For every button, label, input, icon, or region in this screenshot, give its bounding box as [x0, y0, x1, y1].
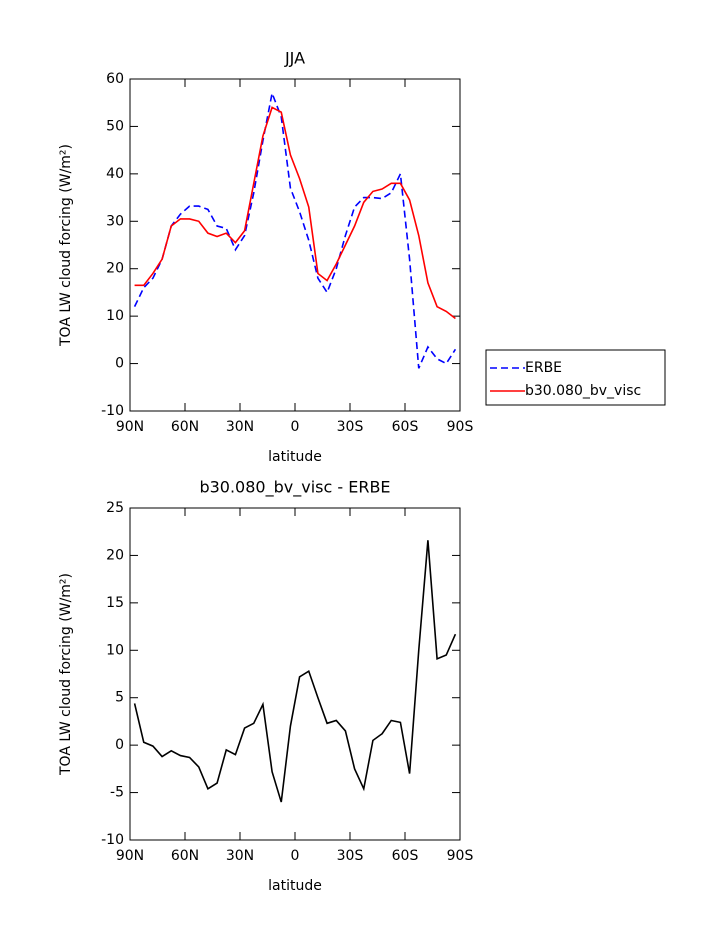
- series-line: [134, 106, 456, 320]
- x-tick-label: 90N: [116, 419, 144, 435]
- chart-title: b30.080_bv_visc - ERBE: [199, 478, 390, 498]
- x-tick-label: 0: [291, 848, 300, 864]
- y-tick-label: 0: [115, 737, 124, 753]
- legend-box: [485, 349, 666, 406]
- x-tick-label: 60N: [171, 848, 199, 864]
- x-tick-label: 60N: [171, 419, 199, 435]
- legend: ERBE b30.080_bv_visc: [485, 349, 666, 406]
- y-tick-label: 60: [106, 71, 124, 87]
- y-tick-label: -10: [101, 832, 124, 848]
- series-line: [133, 90, 457, 369]
- y-tick-label: 5: [115, 690, 124, 706]
- y-axis-label: TOA LW cloud forcing (W/m²): [58, 573, 74, 776]
- y-tick-label: 25: [106, 500, 124, 516]
- x-tick-label: 60S: [392, 848, 419, 864]
- y-tick-label: 40: [106, 166, 124, 182]
- y-axis-label: TOA LW cloud forcing (W/m²): [58, 144, 74, 347]
- x-tick-label: 90S: [447, 848, 474, 864]
- y-tick-label: 50: [106, 118, 124, 134]
- plot: 90N 60N 30N 0 30S 60S 90S -10 0 10 20 30 40 50 60 JJA la…: [58, 49, 666, 465]
- y-tick-label: -5: [110, 785, 124, 801]
- y-tick-label: -10: [101, 403, 124, 419]
- x-tick-label: 90S: [447, 419, 474, 435]
- x-tick-label: 90N: [116, 848, 144, 864]
- plot-frame: [129, 507, 461, 841]
- y-tick-label: 10: [106, 642, 124, 658]
- legend-label: b30.080_bv_visc: [525, 383, 641, 399]
- plot-frame: [129, 78, 461, 412]
- x-tick-label: 60S: [392, 419, 419, 435]
- x-tick-label: 30N: [226, 848, 254, 864]
- x-axis-label: latitude: [268, 878, 322, 894]
- x-tick-label: 30S: [337, 419, 364, 435]
- chart-title: JJA: [284, 49, 305, 68]
- x-tick-label: 30N: [226, 419, 254, 435]
- x-tick-label: 0: [291, 419, 300, 435]
- legend-label: ERBE: [525, 360, 562, 376]
- x-axis-label: latitude: [268, 449, 322, 465]
- y-tick-label: 15: [106, 595, 124, 611]
- x-tick-label: 30S: [337, 848, 364, 864]
- y-tick-label: 10: [106, 308, 124, 324]
- plot: 90N 60N 30N 0 30S 60S 90S -10 -5 0 5 10 15 20 25 b30.08…: [58, 478, 473, 895]
- y-tick-label: 20: [106, 547, 124, 563]
- y-tick-label: 30: [106, 213, 124, 229]
- y-tick-label: 0: [115, 356, 124, 372]
- y-tick-label: 20: [106, 261, 124, 277]
- series-line: [133, 540, 457, 803]
